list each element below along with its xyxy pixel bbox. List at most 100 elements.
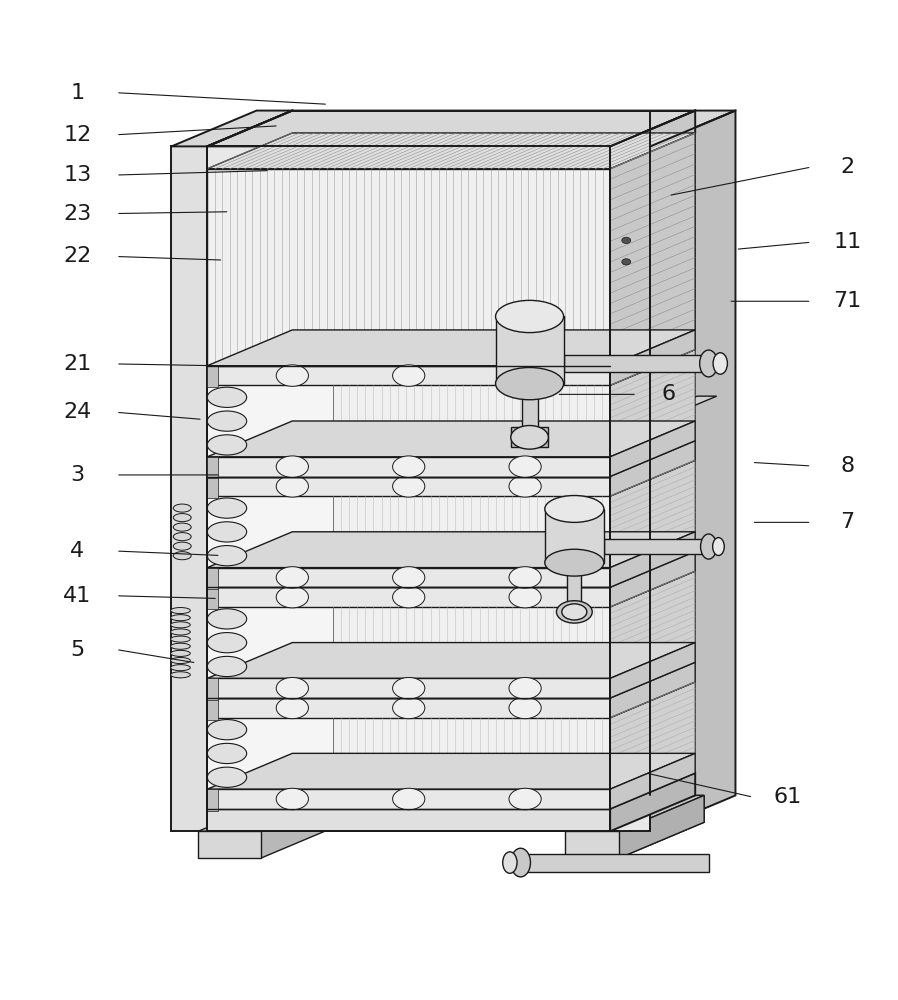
Polygon shape: [568, 563, 582, 612]
Ellipse shape: [207, 411, 247, 431]
Ellipse shape: [511, 426, 549, 449]
Polygon shape: [610, 460, 695, 568]
Polygon shape: [610, 111, 695, 169]
Ellipse shape: [171, 650, 190, 656]
Ellipse shape: [392, 567, 425, 588]
Ellipse shape: [713, 538, 725, 556]
Polygon shape: [207, 111, 293, 831]
Polygon shape: [207, 571, 695, 607]
Ellipse shape: [207, 546, 247, 566]
Polygon shape: [612, 432, 631, 448]
Text: 2: 2: [841, 157, 854, 177]
Polygon shape: [610, 753, 695, 809]
Polygon shape: [566, 795, 704, 831]
Text: 4: 4: [70, 541, 84, 561]
Polygon shape: [511, 427, 549, 447]
Ellipse shape: [207, 720, 247, 740]
Ellipse shape: [503, 852, 517, 873]
Polygon shape: [207, 607, 332, 678]
Text: 5: 5: [70, 640, 84, 660]
Ellipse shape: [277, 586, 308, 608]
Text: 21: 21: [64, 354, 92, 374]
Polygon shape: [207, 587, 610, 607]
Ellipse shape: [511, 848, 531, 877]
Ellipse shape: [545, 496, 603, 522]
Polygon shape: [619, 795, 704, 858]
Polygon shape: [207, 698, 610, 718]
Text: 41: 41: [64, 586, 92, 606]
Polygon shape: [207, 169, 610, 366]
Polygon shape: [207, 421, 695, 457]
Polygon shape: [207, 718, 332, 789]
Polygon shape: [207, 111, 695, 146]
Polygon shape: [612, 507, 625, 518]
Polygon shape: [610, 330, 695, 385]
Polygon shape: [207, 366, 610, 385]
Ellipse shape: [509, 586, 541, 608]
Ellipse shape: [173, 523, 191, 531]
Ellipse shape: [496, 368, 564, 400]
Polygon shape: [207, 678, 218, 700]
Ellipse shape: [171, 629, 190, 635]
Text: 22: 22: [64, 246, 92, 266]
Ellipse shape: [171, 608, 190, 614]
Ellipse shape: [392, 697, 425, 719]
Ellipse shape: [277, 365, 308, 386]
Polygon shape: [566, 795, 704, 831]
Polygon shape: [172, 146, 207, 831]
Polygon shape: [172, 111, 293, 146]
Ellipse shape: [392, 586, 425, 608]
Ellipse shape: [171, 636, 190, 642]
Polygon shape: [207, 366, 218, 387]
Polygon shape: [603, 539, 709, 554]
Polygon shape: [545, 509, 603, 563]
Ellipse shape: [496, 300, 564, 333]
Ellipse shape: [207, 743, 247, 764]
Ellipse shape: [277, 788, 308, 810]
Text: 1: 1: [70, 83, 84, 103]
Polygon shape: [610, 146, 650, 831]
Ellipse shape: [509, 567, 541, 588]
Polygon shape: [261, 795, 346, 858]
Polygon shape: [612, 396, 717, 432]
Polygon shape: [207, 133, 695, 169]
Polygon shape: [332, 607, 610, 678]
Ellipse shape: [277, 456, 308, 477]
Polygon shape: [332, 718, 610, 789]
Text: 8: 8: [841, 456, 854, 476]
Ellipse shape: [509, 677, 541, 699]
Text: 71: 71: [833, 291, 861, 311]
Text: 61: 61: [773, 787, 802, 807]
Ellipse shape: [207, 656, 247, 677]
Ellipse shape: [621, 259, 630, 265]
Polygon shape: [207, 457, 218, 478]
Ellipse shape: [545, 549, 603, 576]
Polygon shape: [207, 568, 218, 589]
Polygon shape: [207, 678, 610, 698]
Polygon shape: [207, 789, 218, 811]
Ellipse shape: [207, 633, 247, 653]
Polygon shape: [610, 111, 735, 146]
Polygon shape: [207, 789, 610, 809]
Ellipse shape: [392, 476, 425, 497]
Ellipse shape: [700, 534, 717, 559]
Ellipse shape: [700, 350, 718, 377]
Ellipse shape: [171, 672, 190, 678]
Polygon shape: [610, 643, 695, 698]
Ellipse shape: [171, 665, 190, 671]
Polygon shape: [207, 441, 695, 477]
Ellipse shape: [557, 601, 593, 623]
Ellipse shape: [392, 788, 425, 810]
Ellipse shape: [173, 504, 191, 512]
Polygon shape: [521, 854, 709, 872]
Ellipse shape: [171, 657, 190, 664]
Polygon shape: [610, 773, 695, 831]
Polygon shape: [564, 355, 709, 372]
Text: 11: 11: [833, 232, 861, 252]
Ellipse shape: [207, 522, 247, 542]
Polygon shape: [198, 795, 346, 831]
Polygon shape: [207, 477, 218, 498]
Polygon shape: [610, 441, 695, 496]
Polygon shape: [332, 496, 610, 568]
Ellipse shape: [277, 567, 308, 588]
